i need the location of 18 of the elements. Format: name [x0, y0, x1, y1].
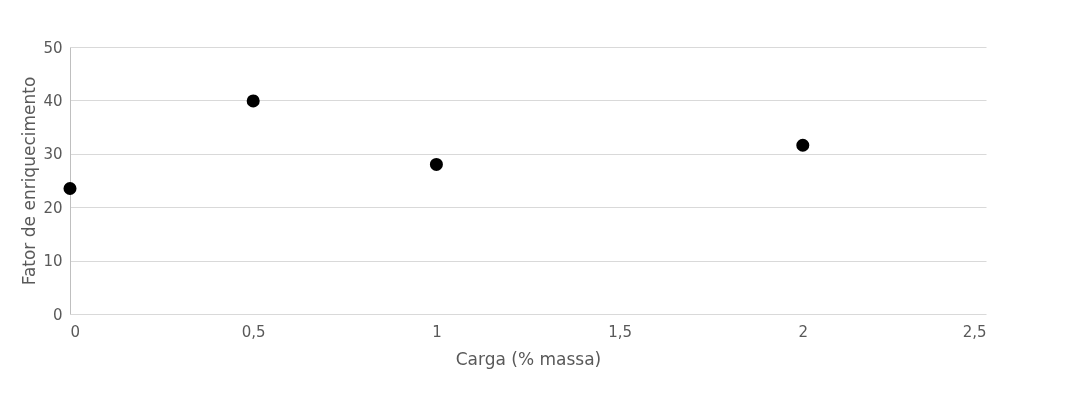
x-tick-label: 2,5 [962, 322, 987, 341]
point [246, 94, 260, 108]
point [796, 138, 810, 152]
x-tick-label: 1,5 [608, 322, 633, 341]
x-tick-label: 0,5 [241, 322, 266, 341]
x-tick-label: 1 [432, 322, 442, 341]
y-tick-label: 30 [43, 145, 63, 164]
x-tick-label: 0 [70, 322, 81, 341]
y-tick-label: 50 [43, 38, 63, 57]
x-tick-label: 2 [798, 322, 809, 341]
y-tick-label: 0 [52, 305, 63, 324]
point [63, 182, 77, 196]
y-tick-label: 40 [43, 91, 63, 110]
x-axis-title: Carga (% massa) [455, 348, 602, 369]
y-axis-title: Fator de enriquecimento [19, 76, 40, 286]
y-tick-label: 10 [43, 252, 63, 271]
y-tick-label: 20 [43, 198, 63, 217]
point [429, 157, 443, 171]
